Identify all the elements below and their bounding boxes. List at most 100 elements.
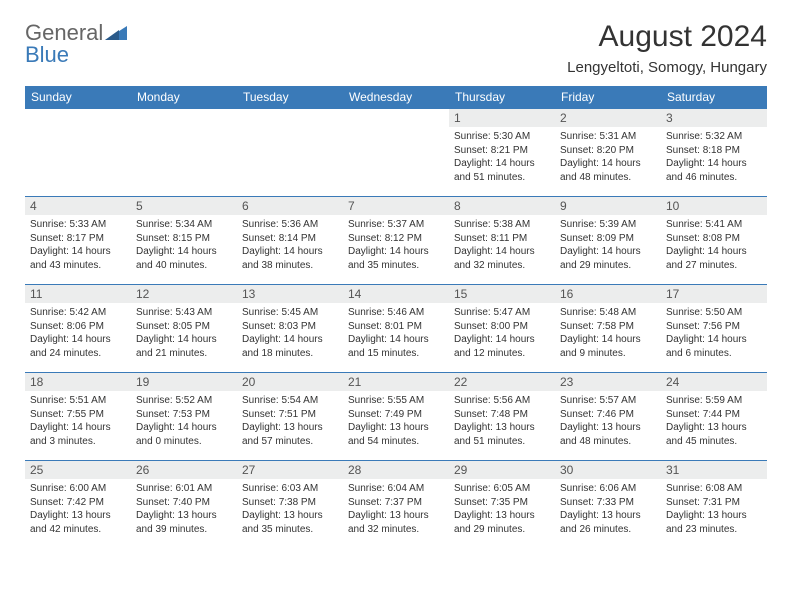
day-number: 10 [661,197,767,215]
day-number: 19 [131,373,237,391]
day-details: Sunrise: 6:06 AMSunset: 7:33 PMDaylight:… [555,479,661,538]
calendar-cell: 13Sunrise: 5:45 AMSunset: 8:03 PMDayligh… [237,285,343,373]
day-details: Sunrise: 5:39 AMSunset: 8:09 PMDaylight:… [555,215,661,274]
day-number: 28 [343,461,449,479]
day-details: Sunrise: 5:41 AMSunset: 8:08 PMDaylight:… [661,215,767,274]
calendar-cell: 27Sunrise: 6:03 AMSunset: 7:38 PMDayligh… [237,461,343,549]
calendar-cell: 28Sunrise: 6:04 AMSunset: 7:37 PMDayligh… [343,461,449,549]
day-number: 11 [25,285,131,303]
calendar-cell [131,109,237,197]
day-details: Sunrise: 5:57 AMSunset: 7:46 PMDaylight:… [555,391,661,450]
weekday-header: Monday [131,86,237,109]
logo: GeneralBlue [25,20,129,68]
day-details: Sunrise: 5:33 AMSunset: 8:17 PMDaylight:… [25,215,131,274]
weekday-header: Sunday [25,86,131,109]
day-number: 16 [555,285,661,303]
day-details: Sunrise: 6:08 AMSunset: 7:31 PMDaylight:… [661,479,767,538]
calendar-cell: 15Sunrise: 5:47 AMSunset: 8:00 PMDayligh… [449,285,555,373]
header: GeneralBlue August 2024 Lengyeltoti, Som… [25,20,767,76]
day-details: Sunrise: 5:46 AMSunset: 8:01 PMDaylight:… [343,303,449,362]
day-number: 3 [661,109,767,127]
day-number: 12 [131,285,237,303]
day-number: 15 [449,285,555,303]
calendar-cell: 19Sunrise: 5:52 AMSunset: 7:53 PMDayligh… [131,373,237,461]
day-number: 17 [661,285,767,303]
day-details: Sunrise: 5:47 AMSunset: 8:00 PMDaylight:… [449,303,555,362]
calendar-cell: 23Sunrise: 5:57 AMSunset: 7:46 PMDayligh… [555,373,661,461]
calendar-cell: 22Sunrise: 5:56 AMSunset: 7:48 PMDayligh… [449,373,555,461]
day-number: 29 [449,461,555,479]
calendar-cell: 10Sunrise: 5:41 AMSunset: 8:08 PMDayligh… [661,197,767,285]
calendar-cell: 21Sunrise: 5:55 AMSunset: 7:49 PMDayligh… [343,373,449,461]
weekday-header: Tuesday [237,86,343,109]
calendar-cell: 29Sunrise: 6:05 AMSunset: 7:35 PMDayligh… [449,461,555,549]
day-details: Sunrise: 5:59 AMSunset: 7:44 PMDaylight:… [661,391,767,450]
day-number: 26 [131,461,237,479]
calendar-row: 25Sunrise: 6:00 AMSunset: 7:42 PMDayligh… [25,461,767,549]
calendar-cell: 2Sunrise: 5:31 AMSunset: 8:20 PMDaylight… [555,109,661,197]
day-number: 31 [661,461,767,479]
calendar-cell: 26Sunrise: 6:01 AMSunset: 7:40 PMDayligh… [131,461,237,549]
calendar-cell: 5Sunrise: 5:34 AMSunset: 8:15 PMDaylight… [131,197,237,285]
calendar-body: 1Sunrise: 5:30 AMSunset: 8:21 PMDaylight… [25,109,767,549]
day-details: Sunrise: 5:31 AMSunset: 8:20 PMDaylight:… [555,127,661,186]
day-details: Sunrise: 6:04 AMSunset: 7:37 PMDaylight:… [343,479,449,538]
day-details: Sunrise: 5:43 AMSunset: 8:05 PMDaylight:… [131,303,237,362]
day-details: Sunrise: 5:48 AMSunset: 7:58 PMDaylight:… [555,303,661,362]
day-number: 21 [343,373,449,391]
weekday-header: Friday [555,86,661,109]
calendar-cell: 31Sunrise: 6:08 AMSunset: 7:31 PMDayligh… [661,461,767,549]
calendar-cell: 8Sunrise: 5:38 AMSunset: 8:11 PMDaylight… [449,197,555,285]
calendar-cell: 16Sunrise: 5:48 AMSunset: 7:58 PMDayligh… [555,285,661,373]
day-number: 5 [131,197,237,215]
day-details: Sunrise: 5:45 AMSunset: 8:03 PMDaylight:… [237,303,343,362]
day-number: 13 [237,285,343,303]
day-number: 24 [661,373,767,391]
day-details: Sunrise: 5:56 AMSunset: 7:48 PMDaylight:… [449,391,555,450]
calendar-cell: 4Sunrise: 5:33 AMSunset: 8:17 PMDaylight… [25,197,131,285]
day-number: 23 [555,373,661,391]
day-number: 1 [449,109,555,127]
calendar-head: SundayMondayTuesdayWednesdayThursdayFrid… [25,86,767,109]
calendar-cell: 7Sunrise: 5:37 AMSunset: 8:12 PMDaylight… [343,197,449,285]
day-number: 8 [449,197,555,215]
calendar-cell: 6Sunrise: 5:36 AMSunset: 8:14 PMDaylight… [237,197,343,285]
calendar-row: 4Sunrise: 5:33 AMSunset: 8:17 PMDaylight… [25,197,767,285]
calendar-cell: 30Sunrise: 6:06 AMSunset: 7:33 PMDayligh… [555,461,661,549]
calendar-cell [25,109,131,197]
calendar-cell: 14Sunrise: 5:46 AMSunset: 8:01 PMDayligh… [343,285,449,373]
weekday-header: Wednesday [343,86,449,109]
day-number: 14 [343,285,449,303]
calendar-cell: 1Sunrise: 5:30 AMSunset: 8:21 PMDaylight… [449,109,555,197]
month-title: August 2024 [567,20,767,54]
weekday-header: Saturday [661,86,767,109]
calendar-cell: 9Sunrise: 5:39 AMSunset: 8:09 PMDaylight… [555,197,661,285]
calendar-cell: 20Sunrise: 5:54 AMSunset: 7:51 PMDayligh… [237,373,343,461]
day-number: 6 [237,197,343,215]
calendar-cell [343,109,449,197]
day-details: Sunrise: 5:55 AMSunset: 7:49 PMDaylight:… [343,391,449,450]
day-number: 27 [237,461,343,479]
calendar-cell: 11Sunrise: 5:42 AMSunset: 8:06 PMDayligh… [25,285,131,373]
day-details: Sunrise: 5:37 AMSunset: 8:12 PMDaylight:… [343,215,449,274]
day-number: 25 [25,461,131,479]
day-number: 9 [555,197,661,215]
day-details: Sunrise: 5:30 AMSunset: 8:21 PMDaylight:… [449,127,555,186]
title-block: August 2024 Lengyeltoti, Somogy, Hungary [567,20,767,76]
day-details: Sunrise: 5:42 AMSunset: 8:06 PMDaylight:… [25,303,131,362]
day-details: Sunrise: 5:34 AMSunset: 8:15 PMDaylight:… [131,215,237,274]
calendar-cell [237,109,343,197]
calendar-row: 11Sunrise: 5:42 AMSunset: 8:06 PMDayligh… [25,285,767,373]
day-details: Sunrise: 5:51 AMSunset: 7:55 PMDaylight:… [25,391,131,450]
logo-icon [105,20,127,46]
day-details: Sunrise: 5:54 AMSunset: 7:51 PMDaylight:… [237,391,343,450]
calendar-cell: 24Sunrise: 5:59 AMSunset: 7:44 PMDayligh… [661,373,767,461]
day-number: 7 [343,197,449,215]
day-number: 4 [25,197,131,215]
calendar-cell: 3Sunrise: 5:32 AMSunset: 8:18 PMDaylight… [661,109,767,197]
day-details: Sunrise: 5:52 AMSunset: 7:53 PMDaylight:… [131,391,237,450]
calendar-row: 1Sunrise: 5:30 AMSunset: 8:21 PMDaylight… [25,109,767,197]
calendar-cell: 17Sunrise: 5:50 AMSunset: 7:56 PMDayligh… [661,285,767,373]
day-number: 2 [555,109,661,127]
day-details: Sunrise: 5:36 AMSunset: 8:14 PMDaylight:… [237,215,343,274]
